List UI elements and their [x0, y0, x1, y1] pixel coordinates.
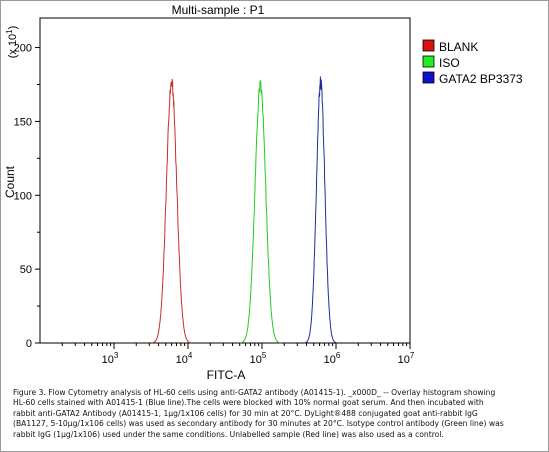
y-tick-label: 200 — [14, 43, 32, 55]
caption-line: (BA1127, 5-10μg/1x106 cells) was used as… — [13, 419, 504, 429]
histogram-iso — [239, 80, 281, 344]
x-tick-label: 104 — [176, 351, 193, 366]
legend: BLANK ISO GATA2 BP3373 — [422, 39, 523, 86]
y-tick-label: 100 — [14, 190, 32, 202]
figure-caption: Figure 3. Flow Cytometry analysis of HL-… — [13, 388, 541, 440]
legend-swatch — [422, 71, 435, 84]
caption-line: HL-60 cells stained with A01415-1 (Blue … — [13, 398, 484, 408]
histogram-blank — [151, 78, 192, 344]
x-tick-label: 105 — [250, 351, 267, 366]
flow-cytometry-histogram: Multi-sample : P1 (x 101) Count FITC-A 0… — [3, 3, 523, 382]
legend-swatch — [422, 39, 435, 52]
y-tick-label: 150 — [14, 116, 32, 128]
plot-frame — [39, 17, 411, 344]
caption-line: rabbit IgG (1μg/1x106) used under the sa… — [13, 429, 444, 439]
x-axis-label: FITC-A — [207, 368, 246, 382]
legend-swatch — [422, 55, 435, 68]
y-tick-label: 50 — [20, 264, 32, 276]
legend-label: ISO — [439, 56, 460, 70]
x-tick-label: 107 — [398, 351, 415, 366]
caption-line: rabbit anti-GATA2 Antibody (A01415-1, 1μ… — [13, 408, 478, 418]
legend-label: GATA2 BP3373 — [439, 72, 523, 86]
histogram-gata2-bp3373 — [304, 76, 337, 344]
y-axis-label: Count — [3, 165, 17, 198]
caption-line: Figure 3. Flow Cytometry analysis of HL-… — [13, 388, 496, 397]
legend-label: BLANK — [439, 40, 478, 54]
y-tick-label: 0 — [26, 338, 32, 350]
x-tick-label: 106 — [324, 351, 341, 366]
x-tick-label: 103 — [102, 351, 119, 366]
y-multiplier-label: (x 101) — [5, 26, 20, 59]
chart-title: Multi-sample : P1 — [172, 3, 265, 17]
plot-area: 0 50 100 150 200 103 104 105 106 107 — [14, 17, 415, 366]
